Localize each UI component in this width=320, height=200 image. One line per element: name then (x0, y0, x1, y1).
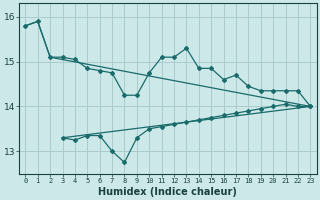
X-axis label: Humidex (Indice chaleur): Humidex (Indice chaleur) (98, 187, 237, 197)
